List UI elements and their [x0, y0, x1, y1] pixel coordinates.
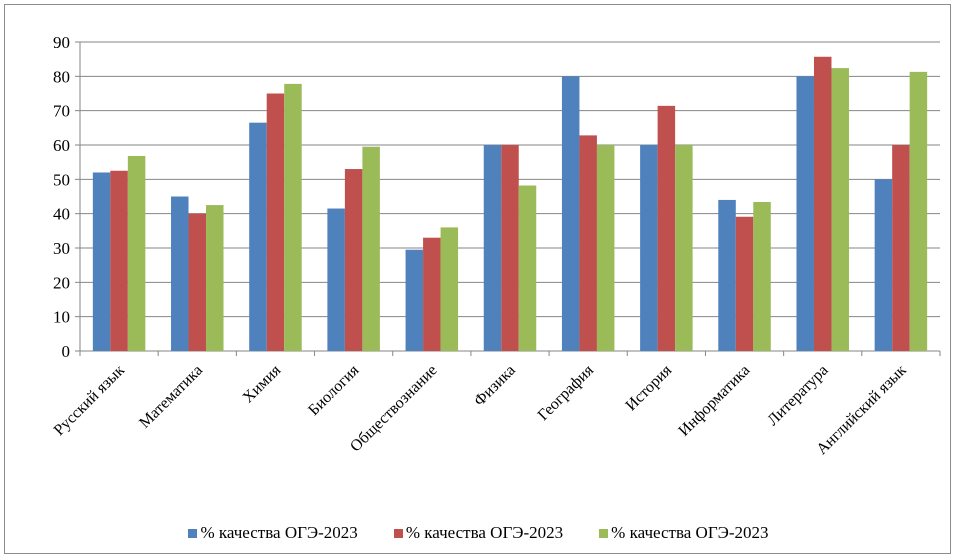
legend-swatch [188, 528, 198, 538]
y-tick-label: 20 [53, 273, 70, 292]
x-category-label: Литература [764, 362, 831, 429]
y-tick-label: 50 [53, 170, 70, 189]
bar-5-2 [518, 185, 537, 351]
y-tick-label: 30 [53, 239, 70, 258]
bar-8-0 [718, 199, 736, 351]
bar-10-1 [892, 145, 910, 351]
legend-item: % качества ОГЭ-2023 [393, 523, 564, 543]
legend-label: % качества ОГЭ-2023 [200, 523, 358, 542]
bar-3-1 [344, 169, 363, 351]
chart-legend: % качества ОГЭ-2023 % качества ОГЭ-2023 % … [0, 521, 957, 545]
bar-4-2 [440, 227, 459, 351]
bar-2-1 [266, 93, 285, 351]
bar-1-1 [188, 213, 207, 351]
bar-6-2 [596, 145, 615, 351]
legend-label: % качества ОГЭ-2023 [405, 523, 564, 542]
bar-0-0 [92, 172, 111, 351]
bar-0-2 [127, 155, 146, 351]
bar-5-1 [501, 145, 519, 351]
x-category-label: Русский язык [51, 362, 128, 439]
x-category-label: Физика [471, 362, 519, 410]
chart-frame [4, 4, 951, 554]
bar-4-1 [423, 237, 441, 351]
legend-item: % качества ОГЭ-2023 [599, 523, 769, 543]
bar-6-0 [561, 76, 580, 351]
bar-4-0 [405, 249, 424, 351]
bar-3-0 [327, 208, 345, 351]
y-tick-label: 60 [53, 136, 70, 155]
y-tick-label: 0 [62, 342, 71, 361]
bar-3-2 [362, 146, 380, 351]
y-tick-label: 70 [53, 102, 70, 121]
y-tick-label: 40 [53, 205, 70, 224]
bar-6-1 [579, 135, 597, 351]
x-category-label: История [623, 361, 676, 414]
x-category-label: Обществознание [347, 362, 441, 456]
bar-10-2 [909, 71, 928, 352]
y-tick-label: 80 [53, 67, 70, 86]
x-category-label: Информатика [675, 362, 753, 440]
bar-9-2 [831, 68, 849, 352]
x-category-label: Математика [136, 362, 206, 432]
bar-1-2 [206, 205, 224, 351]
y-tick-label: 90 [53, 33, 70, 52]
x-category-label: Химия [240, 361, 285, 406]
bar-9-0 [796, 76, 814, 351]
bar-1-0 [171, 196, 189, 351]
legend-swatch [599, 528, 609, 538]
bar-7-1 [657, 105, 676, 351]
legend-swatch [393, 528, 403, 538]
bar-7-0 [640, 145, 658, 351]
y-tick-label: 10 [53, 308, 70, 327]
legend-label: % качества ОГЭ-2023 [611, 523, 769, 542]
x-category-label: Биология [305, 361, 363, 419]
bar-0-1 [110, 170, 128, 351]
bar-5-0 [483, 145, 502, 351]
x-category-label: География [535, 361, 598, 424]
bar-8-2 [753, 201, 771, 351]
bar-2-2 [284, 83, 302, 352]
bar-8-1 [735, 216, 754, 351]
bar-10-0 [874, 179, 893, 351]
bar-2-0 [249, 122, 267, 351]
bar-7-2 [675, 145, 693, 351]
legend-item: % качества ОГЭ-2023 [188, 523, 358, 543]
bar-9-1 [813, 56, 832, 351]
